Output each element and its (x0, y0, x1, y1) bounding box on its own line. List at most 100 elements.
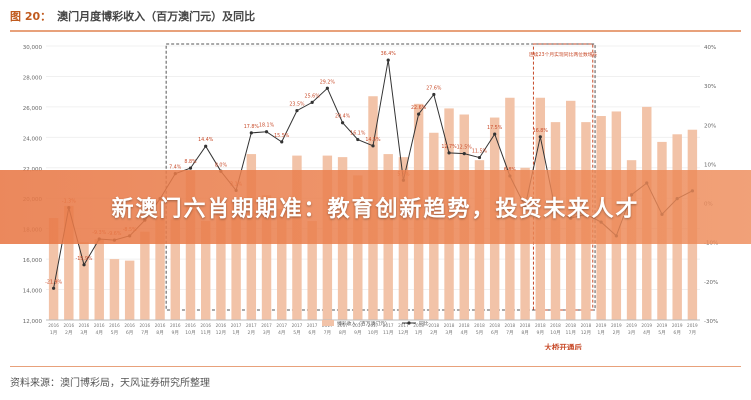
x-tick-month: 5月 (476, 330, 484, 336)
yoy-data-label: 6.8% (504, 167, 517, 173)
x-tick-month: 6月 (126, 330, 134, 336)
headline-text: 新澳门六肖期期准：教育创新趋势，投资未来人才 (111, 197, 640, 222)
legend-bar-label: 博彩收入（百万澳门元） (337, 320, 390, 327)
x-tick-month: 2月 (248, 330, 256, 336)
yoy-data-label: 7.4% (169, 165, 182, 171)
revenue-bar (155, 216, 165, 320)
yoy-data-label: 12.7% (441, 144, 457, 150)
x-tick-year: 2016 (79, 323, 90, 328)
revenue-bar (64, 205, 74, 320)
x-tick-month: 1月 (232, 330, 240, 336)
x-tick-year: 2017 (231, 323, 242, 328)
x-tick-month: 3月 (628, 330, 636, 336)
x-tick-year: 2018 (429, 323, 440, 328)
yoy-point (188, 166, 193, 170)
x-tick-year: 2017 (398, 323, 409, 328)
x-tick-year: 2018 (474, 323, 485, 328)
yoy-point (371, 144, 375, 148)
x-tick-year: 2018 (520, 323, 531, 328)
x-tick-month: 8月 (521, 330, 529, 336)
x-tick-year: 2019 (657, 323, 668, 328)
x-tick-year: 2018 (535, 323, 546, 328)
yoy-point (264, 130, 269, 134)
yoy-point (493, 132, 497, 136)
yoy-point (52, 286, 56, 290)
x-tick-month: 9月 (537, 330, 545, 336)
yoy-data-label: 23.5% (289, 102, 305, 108)
x-tick-year: 2016 (155, 323, 166, 328)
x-tick-year: 2016 (109, 323, 120, 328)
yoy-point (386, 58, 390, 62)
source-rule (10, 366, 741, 367)
x-tick-year: 2016 (200, 323, 211, 328)
yoy-point (462, 152, 466, 156)
figure-header: 图 20： 澳门月度博彩收入（百万澳门元）及同比 (10, 6, 741, 32)
x-tick-year: 2017 (383, 323, 394, 328)
yoy-point (447, 151, 451, 155)
yoy-data-label: 25.6% (305, 93, 321, 99)
x-tick-month: 8月 (156, 330, 164, 336)
x-tick-year: 2019 (687, 323, 698, 328)
x-tick-year: 2019 (672, 323, 683, 328)
x-tick-year: 2016 (216, 323, 227, 328)
x-tick-month: 11月 (383, 330, 393, 336)
yoy-point (280, 140, 284, 144)
revenue-bar (200, 221, 211, 320)
yoy-data-label: 11.5% (472, 149, 488, 155)
growth-annotation: 连续23个月实现同比两位数增长 (529, 51, 598, 58)
yoy-point (204, 144, 208, 148)
x-tick-month: 9月 (354, 330, 362, 336)
yoy-point (432, 92, 436, 97)
figure-number: 图 20： (10, 10, 52, 23)
x-tick-year: 2017 (337, 323, 348, 328)
x-tick-month: 12月 (398, 330, 408, 336)
x-tick-month: 12月 (581, 330, 591, 336)
revenue-bar (140, 231, 150, 320)
x-tick-month: 10月 (185, 330, 195, 336)
x-tick-year: 2019 (626, 323, 637, 328)
x-tick-month: 6月 (491, 330, 499, 336)
x-tick-month: 5月 (658, 330, 666, 336)
x-tick-month: 9月 (172, 330, 180, 336)
x-tick-year: 2017 (352, 323, 363, 328)
yoy-point (82, 263, 86, 267)
x-tick-month: 3月 (80, 330, 88, 336)
left-tick-label: 30,000 (23, 45, 43, 51)
yoy-data-label: 15.5% (274, 133, 290, 139)
yoy-data-label: 27.6% (426, 86, 442, 92)
x-tick-year: 2017 (307, 323, 318, 328)
x-tick-year: 2017 (246, 323, 257, 328)
figure-title: 澳门月度博彩收入（百万澳门元）及同比 (57, 10, 256, 23)
yoy-point (356, 137, 360, 142)
yoy-data-label: 17.5% (487, 125, 503, 131)
x-tick-year: 2016 (185, 323, 196, 328)
x-tick-month: 5月 (111, 330, 119, 336)
yoy-point (477, 155, 482, 160)
right-tick-label: -30% (704, 319, 718, 325)
left-tick-label: 26,000 (23, 106, 43, 112)
source-note: 资料来源：澳门博彩局，天风证券研究所整理 (10, 378, 210, 389)
x-tick-year: 2017 (368, 323, 379, 328)
revenue-bar (353, 175, 363, 320)
right-tick-label: 10% (704, 162, 716, 168)
x-tick-year: 2018 (505, 323, 516, 328)
x-tick-year: 2019 (641, 323, 652, 328)
revenue-bar (109, 259, 120, 320)
yoy-data-label: 29.2% (320, 79, 336, 85)
x-tick-month: 11月 (200, 330, 210, 336)
x-tick-month: 7月 (506, 330, 514, 336)
yoy-data-label: 12.5% (457, 145, 473, 151)
x-tick-month: 4月 (95, 330, 103, 336)
x-tick-month: 11月 (565, 330, 575, 336)
revenue-bar (124, 260, 135, 320)
yoy-point (538, 135, 542, 139)
yoy-data-label: 16.1% (350, 131, 366, 137)
x-tick-month: 3月 (263, 330, 271, 336)
right-tick-label: 40% (704, 45, 716, 51)
x-tick-month: 7月 (324, 330, 332, 336)
yoy-data-label: 8.8% (184, 159, 197, 165)
yoy-data-label: 18.1% (259, 123, 275, 129)
x-tick-month: 1月 (50, 330, 58, 336)
x-tick-month: 4月 (460, 330, 468, 336)
yoy-data-label: -21.9% (45, 279, 62, 285)
